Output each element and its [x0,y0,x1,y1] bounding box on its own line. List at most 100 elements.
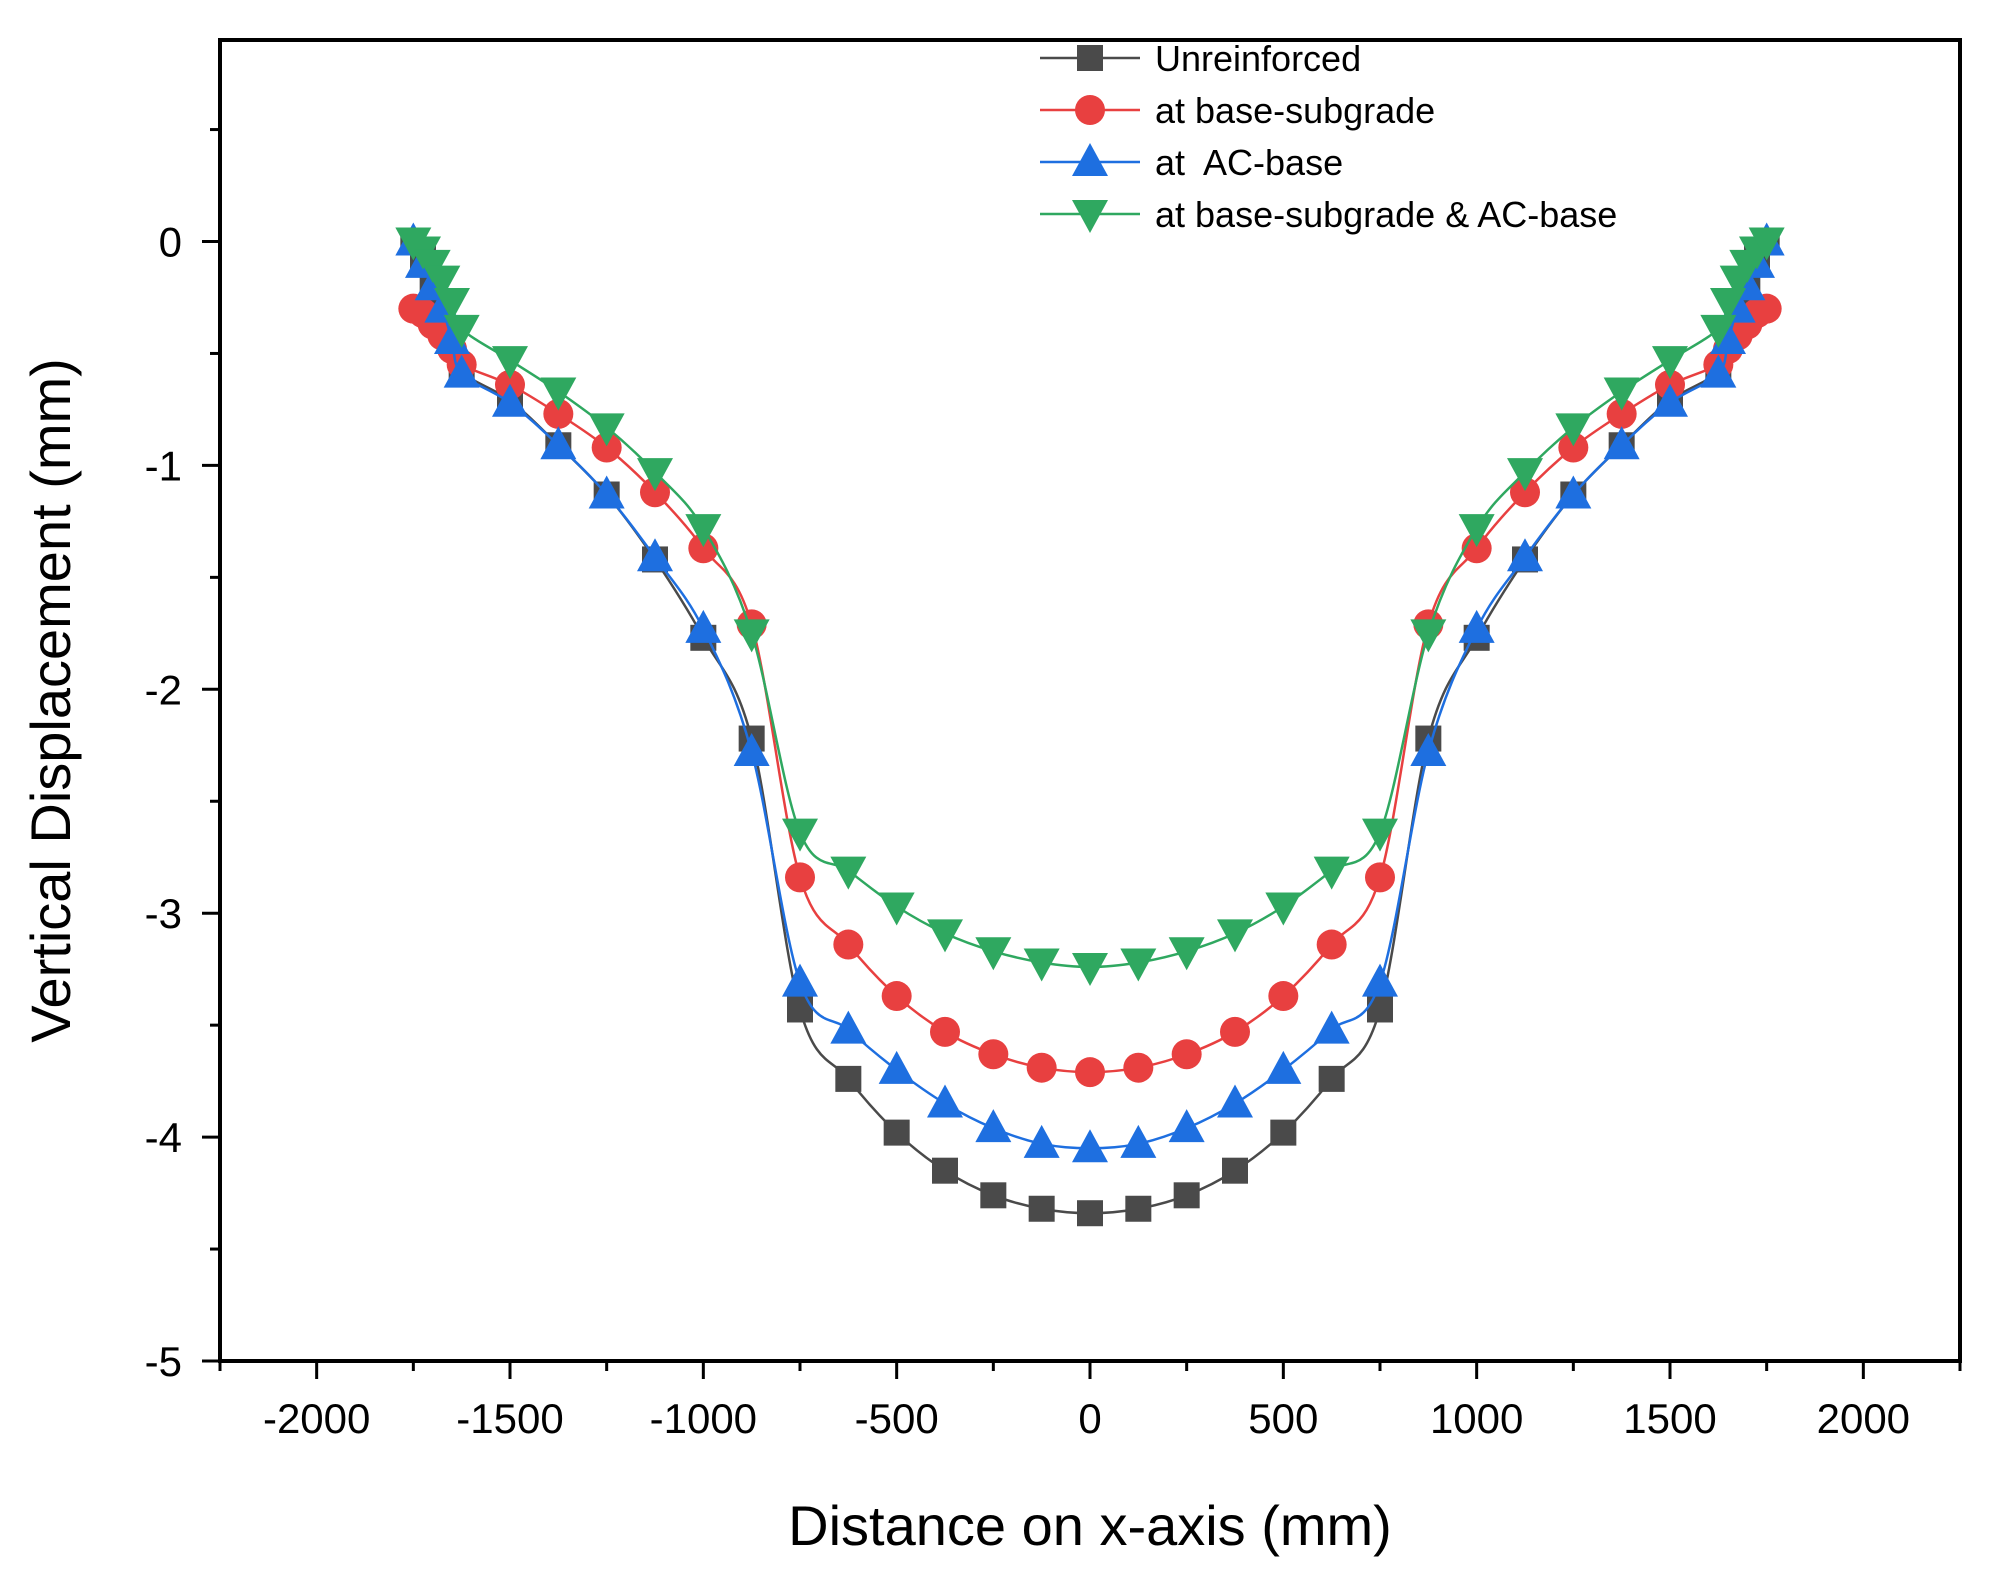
data-point [685,609,722,643]
series-layer [395,222,1785,1227]
data-point [1075,1057,1105,1088]
data-point [1125,1195,1152,1222]
data-point [782,963,818,997]
data-point [543,398,574,429]
data-point [1265,1050,1302,1084]
data-point [975,937,1012,971]
data-point [1751,293,1782,324]
legend-item: at AC-base [1040,142,1343,183]
data-point [1173,1182,1200,1209]
data-point [835,1065,862,1092]
series-2 [395,222,1785,1163]
data-point [591,432,622,463]
x-axis-title: Distance on x-axis (mm) [788,1494,1392,1557]
data-point [1652,383,1688,417]
data-point [685,514,722,548]
x-tick-label: -2000 [263,1395,370,1442]
data-point [878,1050,915,1084]
data-point [443,354,480,388]
legend-marker [1075,95,1105,125]
data-point [1652,346,1688,380]
data-point [1507,538,1543,572]
data-point [1603,426,1640,460]
data-point [1603,377,1640,411]
x-tick-label: 1500 [1623,1395,1716,1442]
x-tick-label: -1500 [456,1395,563,1442]
data-point [1077,1200,1103,1227]
legend-label: at AC-base [1155,142,1343,183]
data-point [1510,477,1540,508]
data-point [1313,856,1350,890]
data-point [1168,1109,1205,1143]
x-tick-label: 2000 [1817,1395,1910,1442]
data-point [1318,1065,1345,1092]
data-point [787,996,813,1023]
legend-marker [1077,45,1103,71]
data-point [588,475,625,509]
data-point [733,732,770,766]
series-line [412,240,1768,969]
y-axis: -5 -4 -3 -2 -1 0 [145,128,220,1385]
x-tick-label: 1000 [1430,1395,1523,1442]
series-line [412,241,1768,1150]
data-point [640,477,670,508]
legend-label: at base-subgrade & AC-base [1155,194,1617,235]
data-point [1222,1157,1248,1184]
x-tick-label: 0 [1078,1395,1101,1442]
x-axis: -2000 -1500 -1000 -500 0 500 1000 1500 2000 [218,1361,1962,1442]
data-point [1268,981,1299,1012]
data-point [1120,948,1157,982]
data-point [932,1157,958,1184]
data-point [881,981,912,1012]
data-point [443,314,480,348]
data-point [1700,354,1737,388]
data-point [927,1084,963,1118]
y-tick-label: 0 [159,219,182,266]
data-point [1700,314,1737,348]
data-point [1120,1124,1157,1158]
data-point [637,458,673,492]
x-tick-label: 500 [1248,1395,1318,1442]
data-point [1313,1010,1350,1044]
data-point [830,856,867,890]
data-point [785,862,815,893]
data-point [878,892,915,926]
data-point [1748,227,1785,261]
legend-marker [1072,200,1108,233]
data-point [1458,609,1495,643]
data-point [434,287,470,321]
data-point [1555,475,1592,509]
data-point [1367,996,1393,1023]
data-point [1365,862,1395,893]
data-point [1270,1119,1297,1146]
data-point [1410,619,1447,653]
data-point [1217,919,1253,953]
data-point [492,383,528,417]
y-tick-label: -2 [145,666,182,713]
data-point [1072,1129,1108,1163]
data-point [1606,398,1637,429]
legend-item: Unreinforced [1040,38,1361,79]
y-tick-label: -5 [145,1338,182,1385]
data-point [927,919,963,953]
data-point [1217,1084,1253,1118]
x-tick-label: -1000 [650,1395,757,1442]
data-point [833,929,864,960]
data-point [1168,937,1205,971]
data-point [1028,1195,1055,1222]
data-point [1458,514,1495,548]
data-point [1555,413,1592,447]
data-point [782,818,818,852]
data-point [830,1010,867,1044]
data-point [1072,952,1108,986]
data-point [980,1182,1007,1209]
plot-frame [218,38,1962,1363]
legend-label: at base-subgrade [1155,90,1435,131]
legend-item: at base-subgrade [1040,90,1435,131]
x-tick-label: -500 [855,1395,939,1442]
data-point [1023,1124,1060,1158]
data-point [540,426,577,460]
data-point [1362,818,1398,852]
legend: Unreinforced at base-subgrade at AC-base at… [1040,38,1617,235]
